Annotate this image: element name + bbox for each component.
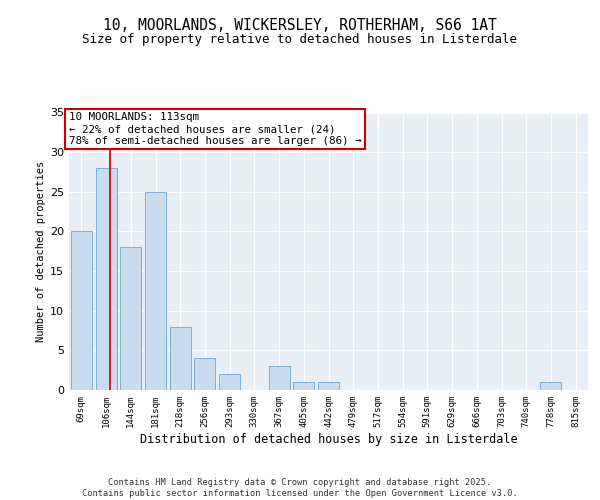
Bar [194,358,215,390]
Bar [318,382,339,390]
Text: 10 MOORLANDS: 113sqm
← 22% of detached houses are smaller (24)
78% of semi-detac: 10 MOORLANDS: 113sqm ← 22% of detached h… [69,112,361,146]
Bar [269,366,290,390]
Bar [120,248,141,390]
Text: 10, MOORLANDS, WICKERSLEY, ROTHERHAM, S66 1AT: 10, MOORLANDS, WICKERSLEY, ROTHERHAM, S6… [103,18,497,32]
Bar [95,168,116,390]
Y-axis label: Number of detached properties: Number of detached properties [36,160,46,342]
Bar [145,192,166,390]
X-axis label: Distribution of detached houses by size in Listerdale: Distribution of detached houses by size … [140,432,517,446]
Text: Contains HM Land Registry data © Crown copyright and database right 2025.
Contai: Contains HM Land Registry data © Crown c… [82,478,518,498]
Text: Size of property relative to detached houses in Listerdale: Size of property relative to detached ho… [83,32,517,46]
Bar [71,232,92,390]
Bar [541,382,562,390]
Bar [293,382,314,390]
Bar [219,374,240,390]
Bar [170,326,191,390]
